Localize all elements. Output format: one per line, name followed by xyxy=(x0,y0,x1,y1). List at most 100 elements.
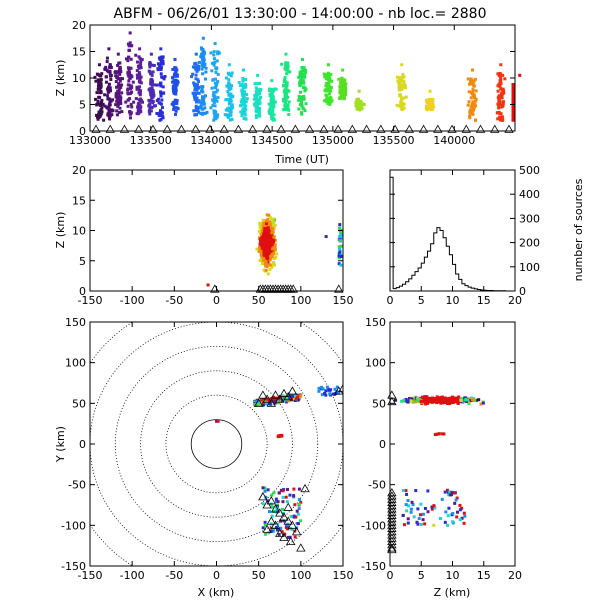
p1-source-point xyxy=(287,108,291,112)
p4-xtick-label: -50 xyxy=(165,569,183,582)
p5-ytick-label: 50 xyxy=(372,397,386,410)
p1-source-point xyxy=(259,87,263,91)
p1-source-point xyxy=(210,61,214,65)
p1-source-point xyxy=(213,86,217,90)
p5-source-point xyxy=(433,506,437,510)
p2-source-point xyxy=(339,263,343,267)
p4-source-point xyxy=(272,509,276,513)
p1-source-point xyxy=(99,78,103,82)
p1-source-point xyxy=(191,72,195,76)
p4-source-point xyxy=(317,389,321,393)
p1-source-point xyxy=(173,72,177,76)
p1-source-point xyxy=(401,101,405,105)
p1-source-point xyxy=(302,81,306,85)
p4-source-point xyxy=(271,529,275,533)
p1-source-point xyxy=(303,75,307,79)
p4-ytick-label: -100 xyxy=(61,519,86,532)
p4-source-point xyxy=(280,530,284,534)
p1-source-point xyxy=(139,109,143,113)
p1-source-point xyxy=(116,84,120,88)
p5-source-point xyxy=(434,400,438,404)
p1-source-point xyxy=(402,96,406,100)
p1-source-point xyxy=(471,94,475,98)
p1-source-point xyxy=(127,83,131,87)
p5-source-point xyxy=(441,401,445,405)
title-station: ABFM xyxy=(114,6,153,22)
p5-source-point xyxy=(410,500,414,504)
p2-source-point xyxy=(258,226,262,230)
p4-xtick-label: -150 xyxy=(78,569,103,582)
p5-axes: 0 5 10 15 20 -150 -100 -50 0 50 100 150 xyxy=(361,316,522,582)
p4-range-ring xyxy=(140,370,293,518)
p1-source-point xyxy=(297,98,301,102)
p1-source-point xyxy=(226,83,230,87)
p1-station-marker xyxy=(290,124,301,133)
p1-source-point xyxy=(101,102,105,106)
p1-source-point xyxy=(299,103,303,107)
p1-source-point xyxy=(329,86,333,90)
p1-source-point xyxy=(114,93,118,97)
p1-source-point xyxy=(159,68,163,72)
p4-source-point xyxy=(277,491,281,495)
p1-source-point xyxy=(297,107,301,111)
p2-source-point xyxy=(263,253,267,257)
p1-source-point xyxy=(241,107,245,111)
p4-station-marker xyxy=(270,504,281,513)
p1-source-point xyxy=(172,106,176,110)
p1-station-marker xyxy=(233,124,244,133)
p5-source-point xyxy=(457,399,461,403)
p1-source-point xyxy=(97,83,101,87)
p5-source-point xyxy=(410,397,414,401)
p2-source-point xyxy=(271,239,275,243)
p1-source-point xyxy=(397,80,401,84)
p1-source-point xyxy=(128,76,132,80)
p1-source-point xyxy=(341,80,345,84)
p5-source-point xyxy=(466,398,470,402)
p1-source-point xyxy=(127,48,131,52)
p2-xtick-label: -150 xyxy=(78,294,103,307)
p5-source-point xyxy=(453,397,457,401)
p1-source-point xyxy=(286,61,290,65)
p5-source-point xyxy=(450,399,454,403)
p1-source-point xyxy=(499,87,503,91)
p1-source-point xyxy=(518,73,522,77)
p1-source-point xyxy=(135,73,139,77)
p1-source-point xyxy=(103,93,107,97)
p1-source-point xyxy=(472,79,476,83)
p1-source-point xyxy=(198,105,202,109)
p4-ytick-label: 50 xyxy=(72,397,86,410)
p1-source-point xyxy=(324,84,328,88)
p1-source-point xyxy=(241,68,245,72)
p4-station-marker xyxy=(266,516,277,525)
p2-source-point xyxy=(264,262,268,266)
p1-source-point xyxy=(400,96,404,100)
p1-source-point xyxy=(245,97,249,101)
p1-source-point xyxy=(127,92,131,96)
p1-source-point xyxy=(227,102,231,106)
p1-source-point xyxy=(196,86,200,90)
p1-source-point xyxy=(102,118,106,122)
p4-source-point xyxy=(276,522,280,526)
p4-station-marker xyxy=(270,520,281,529)
p1-source-point xyxy=(148,99,152,103)
p1-source-point xyxy=(224,108,228,112)
p1-source-point xyxy=(104,75,108,79)
p1-source-point xyxy=(170,76,174,80)
p2-source-point xyxy=(272,245,276,249)
p1-source-point xyxy=(286,70,290,74)
p1-source-point xyxy=(227,63,231,67)
p4-source-point xyxy=(281,495,285,499)
p4-source-point xyxy=(296,512,300,516)
p1-station-marker xyxy=(162,124,172,133)
p2-source-point xyxy=(263,238,267,242)
p2-source-point xyxy=(339,254,343,258)
p1-source-point xyxy=(499,93,503,97)
p1-source-point xyxy=(199,46,203,50)
p1-source-point xyxy=(117,92,121,96)
p1-station-marker xyxy=(119,124,130,133)
p4-station-marker xyxy=(262,500,272,509)
p1-source-point xyxy=(194,104,198,108)
p1-ylabel: Z (km) xyxy=(54,60,67,97)
p4-range-rings xyxy=(90,322,343,566)
